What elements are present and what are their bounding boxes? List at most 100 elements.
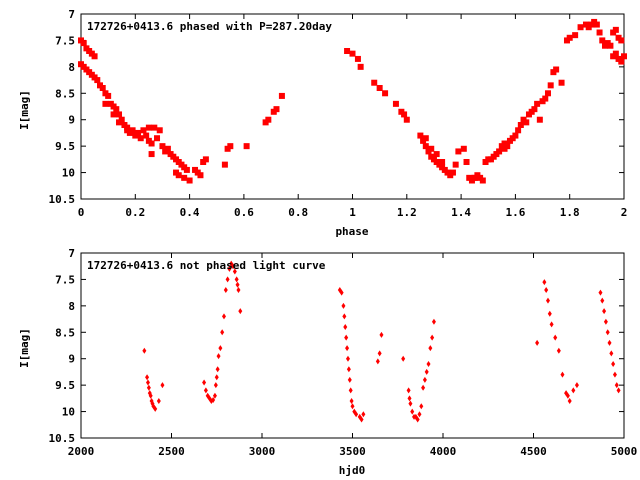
data-point <box>234 276 239 283</box>
data-point <box>99 85 106 91</box>
x-tick-label: 1.8 <box>560 206 580 219</box>
x-tick-labels: 2000 2500 3000 3500 4000 4500 5000 <box>68 445 638 458</box>
data-point <box>577 24 584 31</box>
y-tick-label: 7 <box>68 8 75 21</box>
data-point <box>341 302 346 309</box>
y-axis-label: I[mag] <box>18 328 31 368</box>
data-point <box>417 132 424 139</box>
data-point <box>426 361 431 367</box>
data-point <box>354 411 359 418</box>
data-point <box>471 174 478 181</box>
x-tick-label: 5000 <box>611 445 638 458</box>
y-tick-label: 10.5 <box>49 193 76 206</box>
data-point <box>371 79 378 86</box>
data-point <box>142 347 147 354</box>
data-point <box>531 106 538 113</box>
data-point <box>105 92 112 99</box>
data-point <box>140 127 147 134</box>
y-tick-label: 10 <box>62 167 75 180</box>
data-point <box>501 145 508 152</box>
y-tick-labels: 7 7.5 8 8.5 9 9.5 10 10.5 <box>49 8 76 206</box>
data-point <box>145 124 152 131</box>
x-tick-label: 2000 <box>68 445 95 458</box>
data-point <box>110 111 117 118</box>
y-tick-label: 8.5 <box>55 326 75 339</box>
data-point <box>599 37 606 44</box>
data-point <box>216 353 221 360</box>
chart-not-phased: 2000 2500 3000 3500 4000 4500 5000 7 7.5 8 8.5 9 9.… <box>18 247 637 477</box>
data-point <box>605 329 610 336</box>
data-point <box>116 119 123 126</box>
data-point <box>94 77 101 84</box>
x-tick-label: 0.6 <box>234 206 254 219</box>
axis-ticks <box>80 252 625 439</box>
data-point <box>215 366 220 373</box>
data-point <box>202 156 209 163</box>
data-point <box>212 392 217 399</box>
data-point <box>549 321 554 328</box>
data-point <box>124 127 131 134</box>
data-point <box>221 161 228 168</box>
data-point <box>236 287 241 293</box>
data-point <box>357 63 364 70</box>
data-point <box>345 345 350 352</box>
data-point <box>344 334 349 341</box>
data-point <box>376 85 383 91</box>
data-point <box>225 276 230 283</box>
data-point <box>278 92 285 99</box>
data-point <box>151 124 158 131</box>
data-point <box>349 398 354 404</box>
data-point <box>218 345 223 352</box>
x-tick-labels: 0 0.2 0.4 0.6 0.8 1 1.2 1.4 1.6 1.8 2 <box>78 206 628 219</box>
data-point <box>567 398 572 404</box>
x-tick-label: 2500 <box>158 445 185 458</box>
data-point <box>496 148 503 155</box>
data-point <box>348 387 353 394</box>
data-point <box>238 308 243 315</box>
data-point <box>422 143 429 150</box>
data-point <box>439 159 446 165</box>
y-tick-label: 10 <box>62 406 75 419</box>
x-tick-label: 0.4 <box>180 206 200 219</box>
data-point <box>145 379 150 386</box>
x-tick-label: 1.6 <box>505 206 525 219</box>
data-point <box>452 161 459 168</box>
data-point <box>428 345 433 352</box>
y-tick-label: 9 <box>68 353 75 366</box>
y-tick-label: 9.5 <box>55 379 75 392</box>
data-point <box>523 119 530 126</box>
y-tick-labels: 7 7.5 8 8.5 9 9.5 10 10.5 <box>49 247 76 445</box>
data-point <box>515 127 522 134</box>
data-point <box>544 287 549 293</box>
y-tick-label: 8 <box>68 61 75 74</box>
data-point <box>346 366 351 373</box>
data-point <box>410 408 415 415</box>
chart-title: 172726+0413.6 phased with P=287.20day <box>87 20 332 33</box>
data-point <box>183 166 190 173</box>
data-point <box>202 379 207 386</box>
data-point <box>377 350 382 357</box>
x-tick-label: 2 <box>621 206 628 219</box>
data-point <box>611 361 616 367</box>
x-axis-label: phase <box>335 225 368 238</box>
data-point <box>603 318 608 325</box>
y-tick-label: 8 <box>68 300 75 313</box>
data-point <box>479 177 486 184</box>
data-point <box>612 50 619 57</box>
data-point <box>379 331 384 338</box>
data-point <box>556 347 561 354</box>
data-point <box>148 151 155 158</box>
y-tick-label: 7.5 <box>55 34 75 47</box>
data-point <box>273 106 280 113</box>
data-point <box>517 122 524 128</box>
data-point <box>547 82 554 89</box>
data-point <box>153 405 158 412</box>
data-point <box>421 384 426 391</box>
x-tick-label: 4000 <box>430 445 457 458</box>
data-point <box>415 416 420 423</box>
data-point <box>401 111 408 118</box>
data-point <box>422 135 429 142</box>
x-tick-label: 0.8 <box>288 206 308 219</box>
data-point <box>598 289 603 296</box>
